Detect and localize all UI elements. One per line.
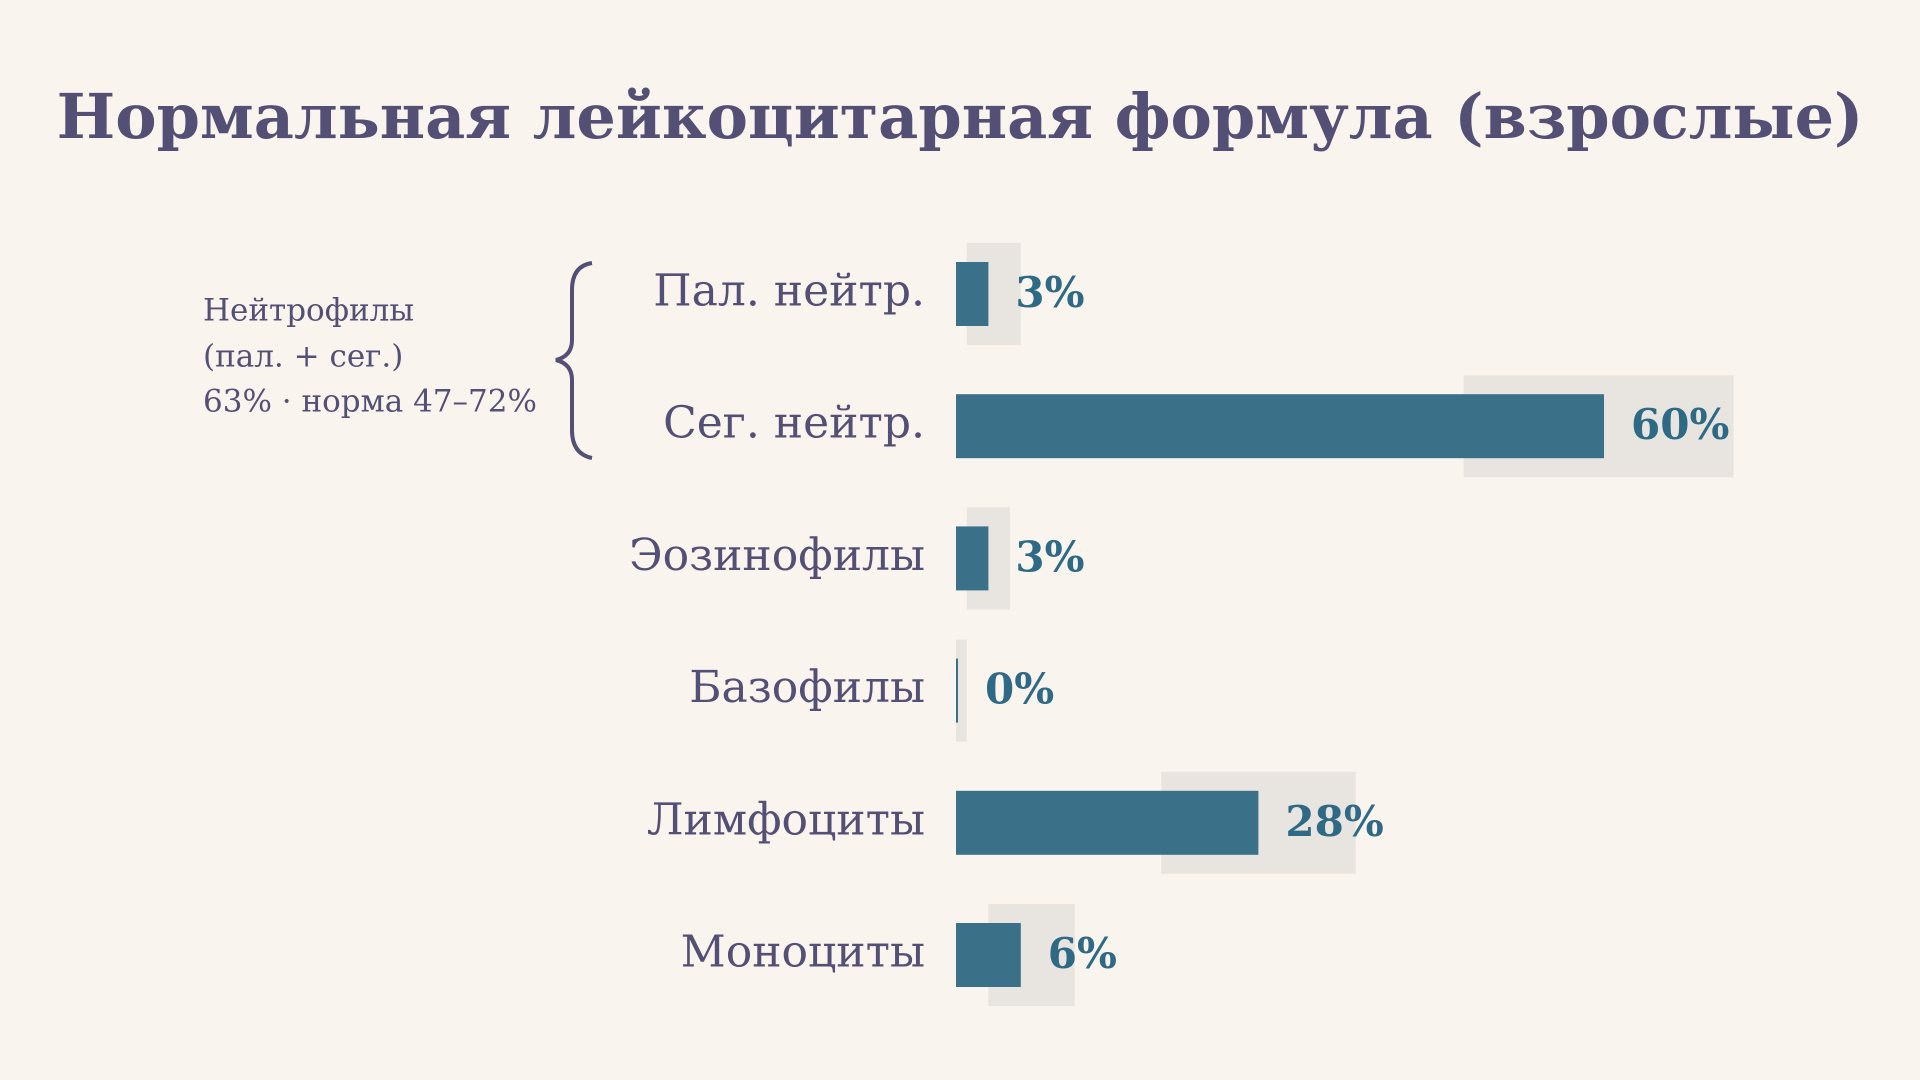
bar (956, 923, 1021, 987)
value-label: 28% (1285, 797, 1383, 846)
value-label: 60% (1631, 400, 1729, 449)
normal-range (956, 639, 967, 742)
category-label: Базофилы (689, 662, 925, 713)
category-label: Пал. нейтр. (653, 266, 925, 317)
bar (956, 790, 1259, 855)
category-label: Сег. нейтр. (663, 398, 925, 449)
bar (956, 526, 989, 591)
category-label: Эозинофилы (629, 530, 925, 581)
value-label: 0% (985, 665, 1054, 714)
annotation: Нейтрофилы (203, 293, 414, 329)
annotation: 63% · норма 47–72% (203, 384, 537, 420)
value-label: 3% (1015, 268, 1084, 317)
annotation: (пал. + сег.) (203, 339, 403, 375)
brace (555, 261, 593, 460)
bar (956, 262, 989, 326)
bar (956, 658, 958, 723)
category-label: Моноциты (681, 927, 925, 978)
category-label: Лимфоциты (647, 794, 925, 845)
value-label: 6% (1048, 929, 1117, 978)
value-label: 3% (1015, 532, 1084, 581)
bar (956, 394, 1604, 459)
chart-title: Нормальная лейкоцитарная формула (взросл… (57, 80, 1864, 153)
